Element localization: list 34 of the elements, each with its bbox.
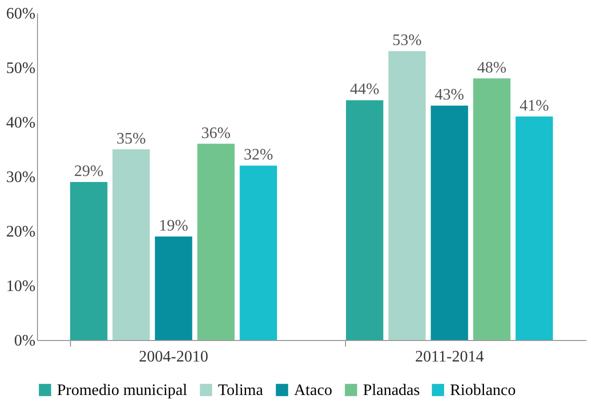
y-tick-label: 40%: [6, 114, 36, 132]
bar: [197, 144, 235, 340]
legend-label: Rioblanco: [450, 382, 516, 399]
y-tick-label: 30%: [6, 169, 36, 186]
data-label: 44%: [350, 81, 380, 98]
legend-label: Ataco: [294, 382, 332, 399]
data-label: 29%: [74, 162, 104, 180]
x-tick-label: 2011-2014: [415, 348, 484, 366]
bar: [346, 100, 384, 340]
data-label: 43%: [434, 86, 464, 104]
legend-label: Tolima: [218, 382, 264, 399]
data-label: 19%: [158, 217, 188, 234]
legend-label: Planadas: [363, 382, 420, 399]
y-tick-label: 60%: [6, 6, 36, 22]
data-label: 48%: [477, 59, 507, 76]
bar: [516, 116, 553, 340]
y-tick-label: 0%: [14, 332, 36, 350]
y-tick-label: 20%: [6, 224, 36, 240]
bar: [430, 106, 468, 340]
bar: [70, 182, 108, 340]
data-label: 36%: [201, 124, 231, 142]
bar: [112, 149, 150, 340]
y-tick-label: 10%: [6, 278, 36, 295]
data-label: 41%: [520, 98, 549, 115]
data-label: 32%: [244, 146, 274, 164]
data-label: 35%: [116, 130, 146, 148]
bar: [388, 51, 426, 340]
y-tick-label: 50%: [6, 60, 36, 77]
data-label: 53%: [392, 32, 422, 50]
legend-label: Promedio municipal: [57, 382, 188, 399]
bar: [154, 236, 192, 340]
bar: [473, 78, 510, 340]
x-tick-label: 2004-2010: [138, 348, 208, 366]
bar: [240, 166, 278, 340]
